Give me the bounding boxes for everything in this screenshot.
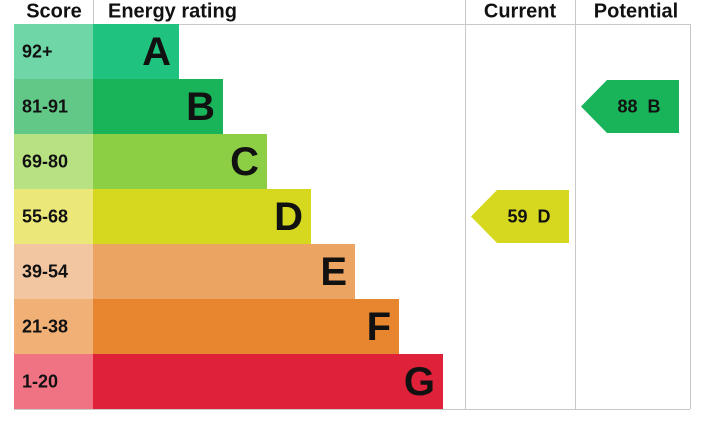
rating-bar (93, 24, 179, 79)
header-score: Score (26, 0, 82, 22)
score-label: 55-68 (22, 206, 68, 226)
rating-letter: G (404, 360, 435, 404)
score-cell (14, 79, 93, 134)
potential-letter: B (648, 96, 661, 116)
header-current: Current (484, 0, 557, 22)
rating-letter: B (186, 85, 215, 129)
score-label: 1-20 (22, 371, 58, 391)
score-cell (14, 244, 93, 299)
score-label: 69-80 (22, 151, 68, 171)
rating-bar (93, 244, 355, 299)
rating-bar (93, 134, 267, 189)
potential-value: 88 (617, 96, 637, 116)
score-label: 21-38 (22, 316, 68, 336)
score-label: 92+ (22, 41, 53, 61)
current-label: 59 D (507, 206, 550, 226)
rating-letter: E (320, 250, 347, 294)
header-rating: Energy rating (108, 0, 237, 22)
rating-letter: F (367, 305, 391, 349)
potential-label: 88 B (617, 96, 660, 116)
rating-letter: A (142, 30, 171, 74)
potential-arrow (581, 80, 679, 133)
rating-letter: D (274, 195, 303, 239)
score-cell (14, 299, 93, 354)
current-value: 59 (507, 206, 527, 226)
score-cell (14, 189, 93, 244)
score-label: 81-91 (22, 96, 68, 116)
score-cell (14, 24, 93, 79)
current-arrow (471, 190, 569, 243)
score-cell (14, 354, 93, 409)
score-cell (14, 134, 93, 189)
header-potential: Potential (594, 0, 678, 22)
score-label: 39-54 (22, 261, 68, 281)
rating-letter: C (230, 140, 259, 184)
rating-bar (93, 299, 399, 354)
current-letter: D (538, 206, 551, 226)
rating-bar (93, 79, 223, 134)
rating-bar (93, 189, 311, 244)
rating-bar (93, 354, 443, 409)
